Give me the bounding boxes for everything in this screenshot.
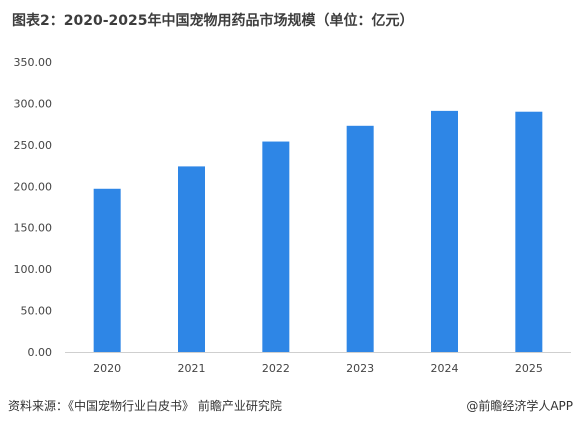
y-tick-label: 150.00 — [14, 222, 53, 235]
x-axis-ticks: 2020 2021 2022 2023 2024 2025 — [93, 362, 543, 375]
y-tick-label: 50.00 — [21, 305, 53, 318]
chart-bars — [93, 110, 543, 352]
x-tick-label: 2021 — [178, 362, 206, 375]
bar-2020 — [93, 188, 121, 352]
y-tick-label: 200.00 — [14, 180, 53, 193]
y-tick-label: 350.00 — [14, 56, 53, 69]
x-tick-label: 2025 — [515, 362, 543, 375]
x-tick-label: 2024 — [431, 362, 459, 375]
bar-2022 — [262, 141, 290, 352]
bar-2024 — [431, 110, 458, 352]
x-tick-label: 2022 — [262, 362, 290, 375]
y-tick-label: 0.00 — [28, 346, 53, 359]
x-tick-label: 2020 — [93, 362, 121, 375]
y-tick-label: 300.00 — [14, 97, 53, 110]
y-tick-label: 250.00 — [14, 139, 53, 152]
bar-2021 — [178, 166, 205, 352]
page-title: 图表2：2020-2025年中国宠物用药品市场规模（单位：亿元） — [12, 13, 414, 29]
source-note: 资料来源：《中国宠物行业白皮书》 前瞻产业研究院 — [8, 399, 282, 413]
bar-2025 — [515, 111, 543, 352]
y-axis-ticks: 0.00 50.00 100.00 150.00 200.00 250.00 300.00 3… — [14, 56, 53, 359]
y-tick-label: 100.00 — [14, 263, 53, 276]
bar-2023 — [346, 125, 374, 352]
brand-credit: @前瞻经济学人APP — [466, 399, 573, 413]
x-tick-label: 2023 — [346, 362, 374, 375]
